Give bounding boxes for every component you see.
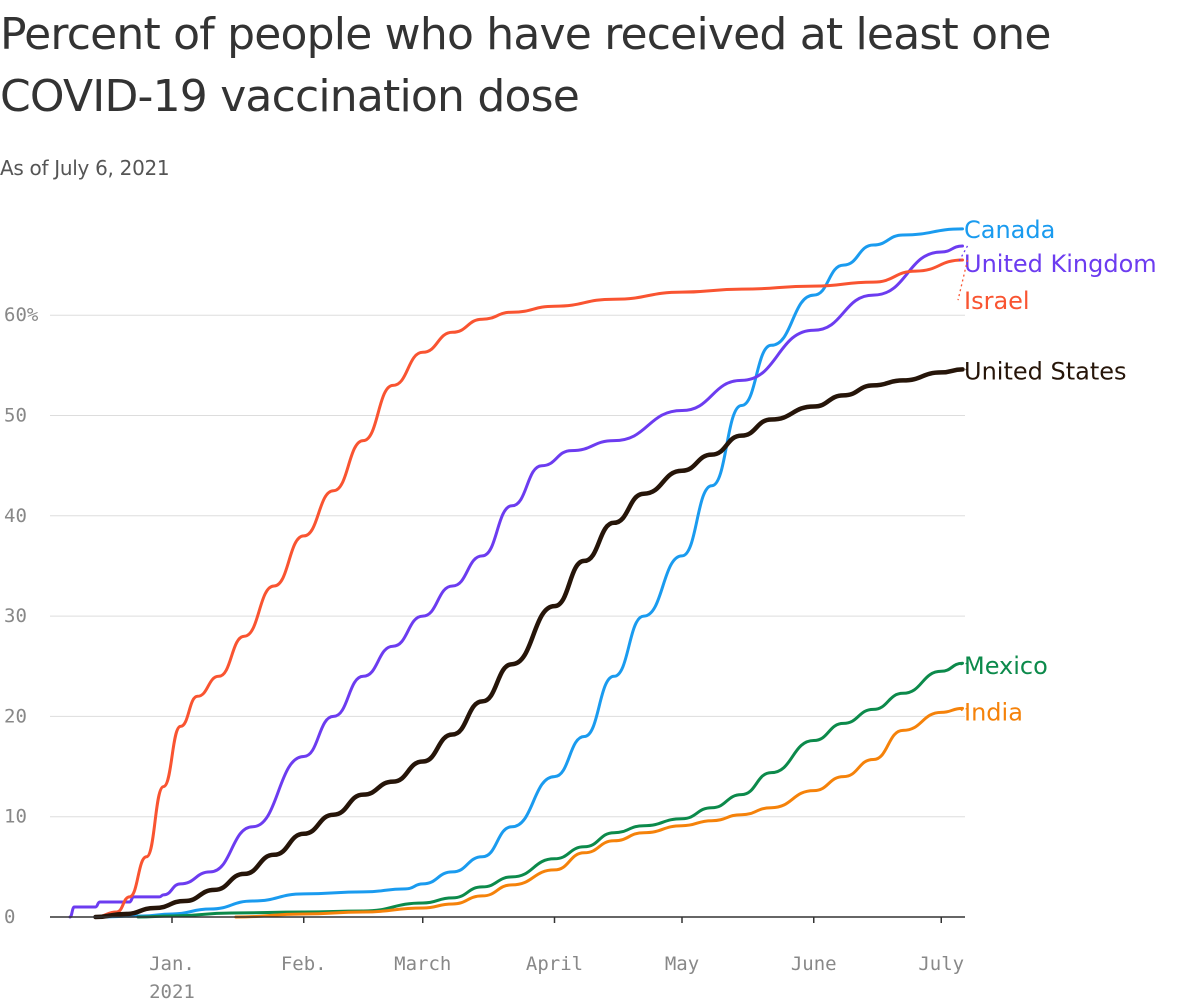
series-label-india: India [964, 698, 1023, 726]
x-tick-label-july: July [918, 953, 964, 975]
series-label-israel: Israel [964, 287, 1030, 315]
series-line-india [234, 706, 964, 919]
series-leader-united-kingdom [957, 245, 969, 264]
series-leader-india [957, 707, 968, 713]
series-line-mexico [136, 661, 964, 919]
series-leader-mexico [957, 662, 968, 666]
axes: 0 10 20 30 40 50 60% Jan. 2021 Feb. March April May J… [4, 304, 965, 1000]
series-label-mexico: Mexico [964, 652, 1048, 680]
series-label-canada: Canada [964, 216, 1055, 244]
series-leader-united-states [957, 368, 968, 372]
gridlines [50, 314, 965, 818]
y-tick-label-0: 0 [4, 906, 15, 928]
chart-subtitle: As of July 6, 2021 [0, 156, 170, 180]
x-tick-label-feb: Feb. [281, 953, 327, 975]
y-tick-label-50: 50 [4, 405, 27, 427]
x-tick-label-may: May [665, 953, 699, 975]
y-tick-label-20: 20 [4, 705, 27, 727]
series-line-israel [94, 258, 964, 919]
y-tick-label-10: 10 [4, 806, 27, 828]
series-leader-israel [957, 259, 969, 301]
series-lines [68, 227, 965, 920]
x-tick-label-april: April [526, 953, 583, 975]
series-label-united-kingdom: United Kingdom [964, 250, 1157, 278]
series-line-united-states [93, 367, 965, 920]
y-tick-label-30: 30 [4, 605, 27, 627]
series-labels: Canada United Kingdom Israel Mexico India Uni… [957, 216, 1157, 726]
series-line-canada [94, 227, 964, 919]
x-tick-label-jan: Jan. [149, 953, 195, 975]
x-tick-label-march: March [394, 953, 451, 975]
x-tick-sublabel-2021: 2021 [149, 981, 195, 1000]
y-tick-label-60: 60% [4, 304, 39, 326]
y-tick-label-40: 40 [4, 505, 27, 527]
chart-title: Percent of people who have received at l… [0, 9, 1051, 122]
x-tick-label-june: June [791, 953, 837, 975]
series-line-united-kingdom [68, 244, 964, 919]
series-label-united-states: United States [964, 357, 1127, 385]
